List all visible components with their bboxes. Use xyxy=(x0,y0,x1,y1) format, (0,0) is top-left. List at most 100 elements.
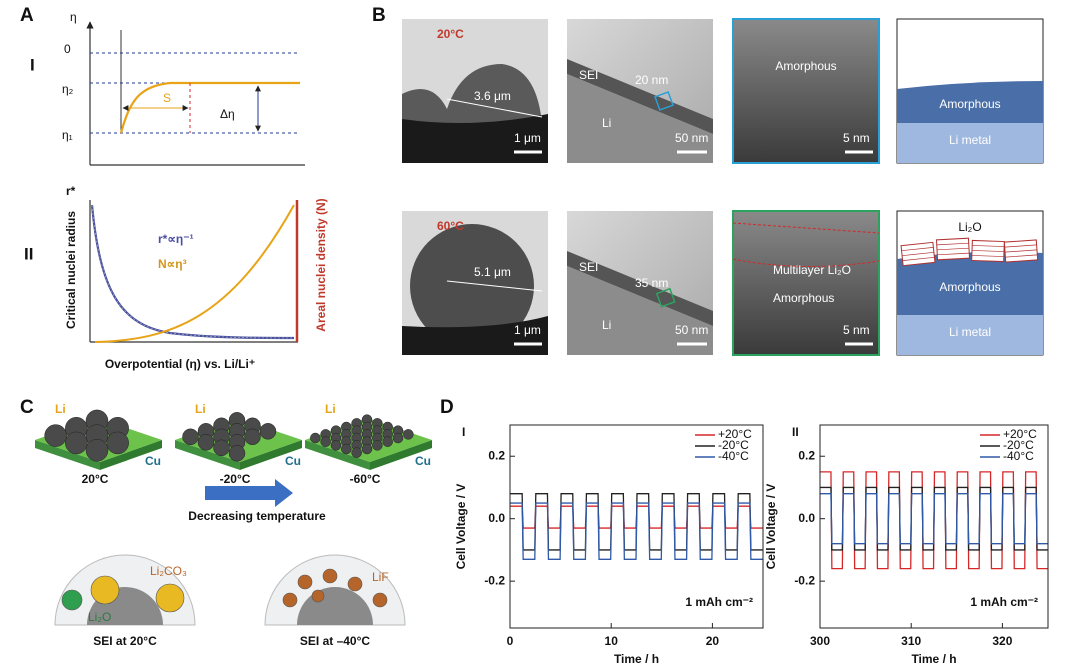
sei-caption: SEI at –40°C xyxy=(300,634,371,648)
li-label: Li xyxy=(325,402,336,416)
sei-label: SEI xyxy=(579,68,598,82)
equation: N∝η³ xyxy=(158,257,187,271)
layer-boundary xyxy=(732,222,880,234)
plot-frame xyxy=(819,424,1049,629)
sei-layer xyxy=(567,59,713,134)
li2o-block xyxy=(971,239,1005,263)
delta-label: Δη xyxy=(220,107,235,121)
panel-label: B xyxy=(372,5,386,26)
legend-label: -40°C xyxy=(718,449,749,463)
li-label: Li xyxy=(602,116,611,130)
density-curve xyxy=(94,204,295,343)
phase-label: Multilayer Li₂O xyxy=(773,263,851,277)
y2-axis-label: Areal nuclei density (N) xyxy=(314,198,328,331)
substrate-side xyxy=(100,440,162,470)
y-axis-label: Critical nuclei radius xyxy=(64,211,78,329)
model-label: Li metal xyxy=(949,133,991,147)
axis-symbol: r* xyxy=(66,184,76,198)
model-label: Li metal xyxy=(949,325,991,339)
nucleus xyxy=(228,445,246,462)
level-label: η₁ xyxy=(62,128,73,142)
lattice-line xyxy=(971,250,1005,252)
lattice-line xyxy=(936,242,969,246)
equation: r*∝η⁻¹ xyxy=(158,232,194,246)
thickness-label: 35 nm xyxy=(635,276,668,290)
level-label: 0 xyxy=(64,42,71,56)
sei-layer xyxy=(567,251,713,326)
substrate xyxy=(402,114,548,163)
x-tick-label: 310 xyxy=(901,634,921,648)
nucleus xyxy=(182,428,199,446)
nucleus xyxy=(351,447,362,458)
sei-caption: SEI at 20°C xyxy=(93,634,157,648)
lattice-line xyxy=(1005,254,1038,258)
chart-title: I xyxy=(462,425,465,439)
lattice-line xyxy=(1004,244,1037,248)
x-tick-label: 10 xyxy=(605,634,619,648)
nucleus xyxy=(320,436,331,447)
y-axis-label: Cell Voltage / V xyxy=(764,484,778,570)
sei-particle xyxy=(155,583,185,613)
sei-particle xyxy=(372,592,388,608)
cu-label: Cu xyxy=(285,454,301,468)
panel-label: D xyxy=(440,397,454,418)
hrtem-image xyxy=(732,210,880,356)
nucleus xyxy=(244,428,261,446)
plot-frame xyxy=(509,424,764,629)
x-tick-label: 0 xyxy=(507,634,514,648)
li2o-block xyxy=(900,241,936,267)
y-tick-label: 0.0 xyxy=(488,511,505,525)
level-label: η₂ xyxy=(62,82,74,96)
li-region xyxy=(567,266,713,355)
legend-label: -20°C xyxy=(1003,438,1034,452)
model-label: Li₂O xyxy=(958,220,981,234)
temperature-label: -20°C xyxy=(220,472,251,486)
fit-curve xyxy=(91,204,295,339)
y-axis-label: Cell Voltage / V xyxy=(454,484,468,570)
substrate-side xyxy=(35,440,100,470)
phase-label: Amorphous xyxy=(775,59,836,73)
row-label: II xyxy=(24,244,33,263)
sei-label: SEI xyxy=(579,260,598,274)
cu-label: Cu xyxy=(145,454,161,468)
measure-line xyxy=(446,98,543,118)
x-axis-label: Time / h xyxy=(614,652,659,666)
temperature-label: 20°C xyxy=(437,27,464,41)
nucleus xyxy=(372,440,383,451)
scale-label: 5 nm xyxy=(843,131,870,145)
thickness-label: 20 nm xyxy=(635,73,668,87)
substrate-side xyxy=(175,440,240,470)
amorphous-layer xyxy=(897,251,1043,315)
li-region xyxy=(567,74,713,163)
nucleus xyxy=(403,429,414,440)
nucleus xyxy=(330,440,342,451)
lattice-line xyxy=(902,256,935,261)
layer-boundary xyxy=(732,258,880,268)
li-label: Li xyxy=(195,402,206,416)
measure-line xyxy=(446,280,543,292)
annotation: 1 mAh cm⁻² xyxy=(685,595,753,609)
legend-label: +20°C xyxy=(718,427,752,441)
y-tick-label: 0.2 xyxy=(798,448,815,462)
temperature-label: 20°C xyxy=(82,472,109,486)
panel-label: A xyxy=(20,5,34,26)
potential-curve xyxy=(119,81,300,134)
sei-particle xyxy=(90,575,120,605)
legend-label: -20°C xyxy=(718,438,749,452)
nucleus xyxy=(85,439,109,462)
model-label: Amorphous xyxy=(939,280,1000,294)
zoom-box xyxy=(655,287,676,308)
species-label: LiF xyxy=(372,570,389,584)
series-line xyxy=(820,493,1048,545)
nucleus xyxy=(213,439,230,457)
panel-label: C xyxy=(20,397,34,418)
panel-a-ii: II r* r*∝η⁻¹ N∝η³ Critical nuclei radius… xyxy=(24,184,328,371)
sei-particle xyxy=(347,576,363,592)
amorphous-layer xyxy=(897,81,1043,123)
substrate xyxy=(402,316,548,355)
nucleus xyxy=(65,431,88,455)
s-label: S xyxy=(163,91,171,105)
x-axis-label: Time / h xyxy=(911,652,956,666)
substrate-side xyxy=(305,440,370,470)
lattice-line xyxy=(901,247,934,252)
